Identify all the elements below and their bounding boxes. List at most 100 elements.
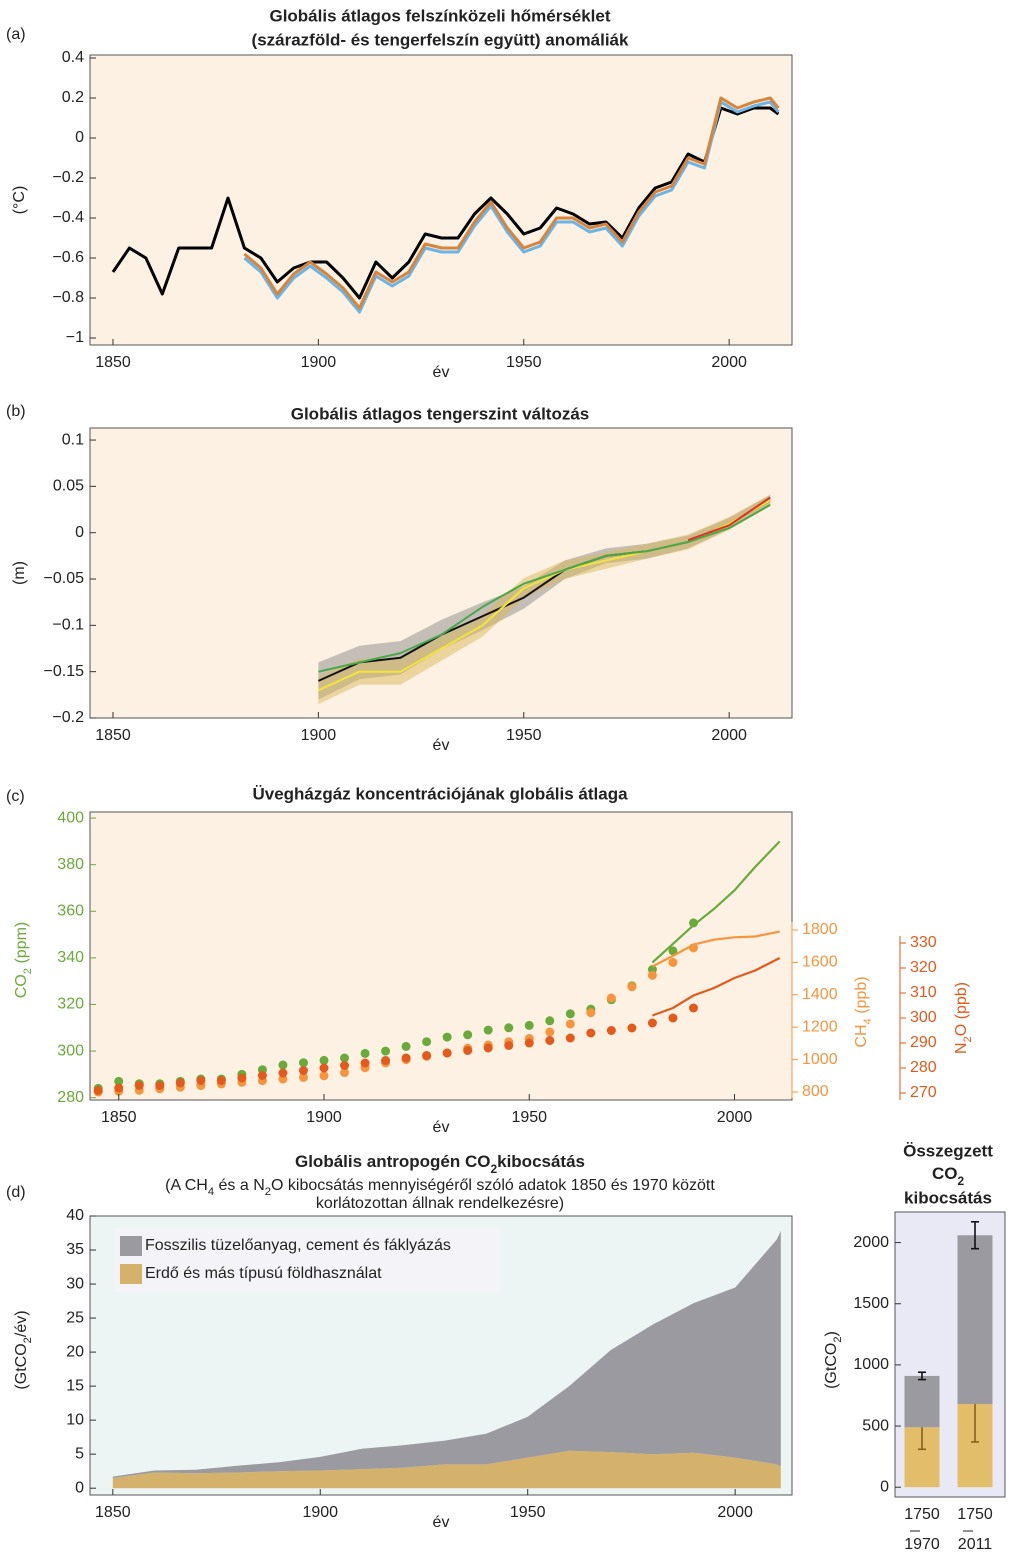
data-point <box>175 1078 185 1088</box>
y-tick-label: 300 <box>910 1009 937 1026</box>
y-tick-label: −0.6 <box>52 249 84 266</box>
y-tick-label: 40 <box>66 1207 84 1224</box>
series-line <box>111 106 780 300</box>
data-point <box>483 1043 493 1053</box>
y-tick-label: −0.8 <box>52 289 84 306</box>
y-tick-label: 280 <box>57 1089 84 1106</box>
area <box>112 1450 781 1489</box>
data-point <box>257 1071 267 1080</box>
y-tick-label: 0.4 <box>62 49 84 66</box>
y-tick-label: 1400 <box>802 986 838 1003</box>
data-point <box>688 918 698 928</box>
x-tick-label: 1970 <box>904 1536 940 1553</box>
x-tick-label: 2000 <box>711 727 747 744</box>
y-tick-label: 0.2 <box>62 89 84 106</box>
chart-title: kibocsátás <box>904 1188 992 1207</box>
data-point <box>216 1076 226 1085</box>
error-bar <box>918 1371 926 1381</box>
data-point <box>381 1056 391 1065</box>
legend-swatch <box>120 1264 142 1284</box>
data-point <box>586 1028 596 1038</box>
y-tick-label: 35 <box>66 1241 84 1258</box>
y-tick-label: 25 <box>66 1309 84 1326</box>
y-tick-label: 290 <box>910 1034 937 1051</box>
axis-label-part: 2 <box>22 1337 34 1343</box>
y-tick-label: 330 <box>910 934 937 951</box>
axis-label-part: 2 <box>832 1336 844 1342</box>
data-point <box>524 1038 534 1048</box>
chart-title: Összegzett <box>903 1141 993 1160</box>
data-point <box>586 1008 596 1018</box>
x-tick-label: 2000 <box>717 1504 753 1521</box>
area <box>112 1231 781 1478</box>
data-point <box>442 1032 452 1042</box>
data-point <box>381 1046 391 1056</box>
data-point <box>606 1026 616 1035</box>
legend-box <box>115 1228 500 1292</box>
chart-subtitle-part: 4 <box>208 1186 214 1198</box>
y-tick-label: 1600 <box>802 954 838 971</box>
data-point <box>298 1066 308 1075</box>
data-point <box>298 1072 308 1082</box>
axis-label-part: CH <box>853 1024 870 1047</box>
y-tick-label: 380 <box>57 856 84 873</box>
y-tick-label: 0.05 <box>53 478 84 495</box>
x-tick-label: 1850 <box>101 1109 137 1126</box>
data-point <box>340 1053 350 1063</box>
x-tick-label: 1850 <box>95 1504 131 1521</box>
panel-label: (d) <box>6 1184 26 1201</box>
chart-title: Üvegházgáz koncentrációjának globális át… <box>252 784 628 803</box>
y-tick-label: 0 <box>75 129 84 146</box>
data-point <box>524 1020 534 1030</box>
data-point <box>278 1060 288 1070</box>
y-tick-label: 320 <box>910 959 937 976</box>
axis-label-part: (GtCO <box>823 1343 840 1389</box>
axis-label-part: CO <box>13 974 30 998</box>
axis-label-part: (GtCO <box>13 1343 30 1389</box>
axis-label-part: (ppm) <box>13 922 30 968</box>
chart-subtitle-part: (A CH <box>165 1177 208 1194</box>
legend-label: Fosszilis tüzelőanyag, cement és fáklyáz… <box>145 1237 451 1254</box>
y-tick-label: 0 <box>75 524 84 541</box>
axis-label-part: ) <box>823 1331 840 1336</box>
series-line <box>318 504 771 673</box>
data-point <box>504 1023 514 1033</box>
chart-title-part: kibocsátás <box>497 1152 585 1171</box>
data-point <box>504 1041 514 1050</box>
y-tick-label: −0.2 <box>52 709 84 726</box>
chart-subtitle: (A CH4 és a N2O kibocsátás mennyiségéről… <box>165 1177 715 1198</box>
plot-area <box>89 811 793 1101</box>
x-axis-label: év <box>433 1514 450 1531</box>
data-point <box>319 1071 329 1081</box>
y-tick-label: 280 <box>910 1059 937 1076</box>
x-tick-label: 2000 <box>717 1109 753 1126</box>
series-line <box>652 957 781 1017</box>
y-tick-label: −0.1 <box>52 617 84 634</box>
axis-label-part: O (ppb) <box>953 982 970 1036</box>
data-point <box>463 1046 473 1055</box>
y-tick-label: 400 <box>57 809 84 826</box>
legend-swatch <box>120 1236 142 1256</box>
x-tick-label: 2011 <box>958 1536 993 1553</box>
x-tick-label: 1950 <box>510 1504 546 1521</box>
axis-label-part: 2 <box>22 968 34 974</box>
data-point <box>545 1036 555 1045</box>
chart-title: Globális átlagos felszínközeli hőmérsékl… <box>269 6 610 25</box>
data-point <box>565 1009 575 1019</box>
y-tick-label: 360 <box>57 902 84 919</box>
y-tick-label: −0.15 <box>44 663 85 680</box>
chart-title-part: 2 <box>957 1174 964 1188</box>
data-point <box>134 1081 144 1090</box>
y-tick-label: 1500 <box>853 1295 889 1312</box>
chart-title-part: CO <box>932 1164 958 1183</box>
x-tick-label: 1750 <box>957 1506 993 1523</box>
panel-label: (b) <box>6 403 26 420</box>
x-tick-label: 1950 <box>506 727 542 744</box>
x-tick-label: 1900 <box>302 1504 338 1521</box>
series-line <box>687 496 771 542</box>
error-bar <box>971 1220 979 1250</box>
series-line <box>243 96 780 310</box>
series-line <box>651 930 780 968</box>
axis-label-part: N <box>953 1042 970 1054</box>
axis-label-part: ) <box>13 1310 30 1315</box>
